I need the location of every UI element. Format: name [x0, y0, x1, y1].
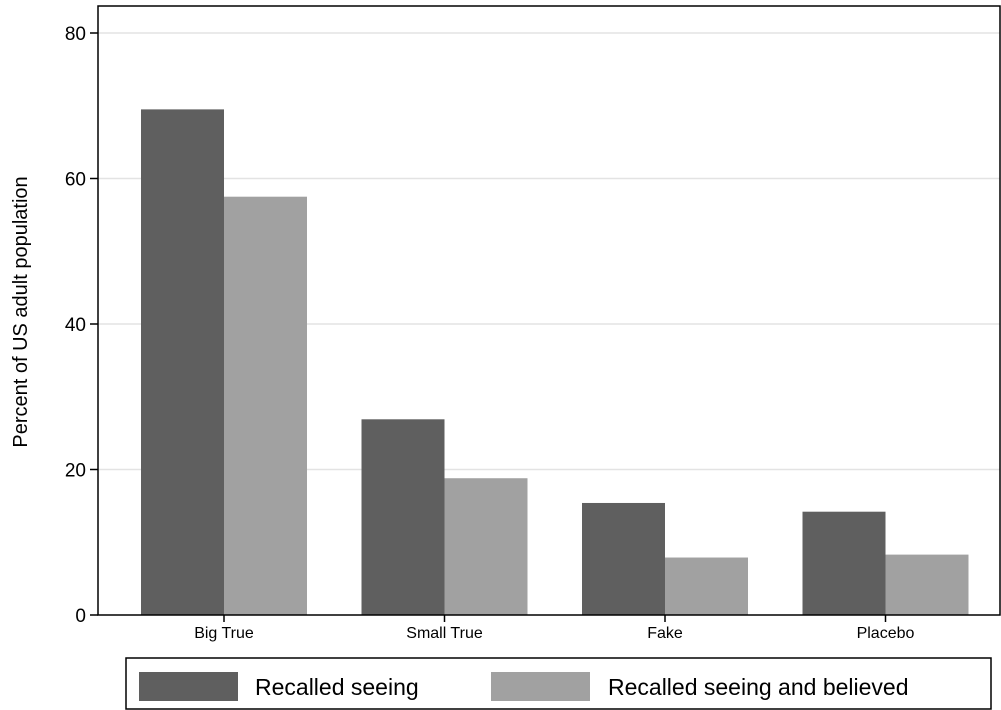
- x-tick-label: Fake: [647, 625, 683, 642]
- y-tick-label: 20: [65, 461, 86, 482]
- y-axis-ticks: 0 20 40 60 80: [65, 24, 98, 627]
- axes: [97, 5, 1001, 616]
- y-tick-label: 40: [65, 315, 86, 336]
- bar: [885, 554, 969, 615]
- bar: [224, 196, 307, 615]
- y-tick-label: 60: [65, 170, 86, 191]
- x-tick-label: Small True: [406, 625, 483, 642]
- y-tick-label: 0: [75, 606, 86, 627]
- legend-label: Recalled seeing: [255, 674, 419, 700]
- bar: [802, 511, 886, 615]
- legend: Recalled seeing Recalled seeing and belie…: [125, 657, 992, 710]
- x-tick-label: Big True: [194, 625, 254, 642]
- legend-frame: [125, 657, 992, 710]
- x-axis-labels: Big True Small True Fake Placebo: [194, 615, 915, 642]
- y-axis-title: Percent of US adult population: [10, 176, 32, 447]
- x-tick-label: Placebo: [857, 625, 915, 642]
- bars: [141, 109, 969, 615]
- legend-label: Recalled seeing and believed: [608, 674, 909, 700]
- bar: [141, 109, 224, 615]
- legend-swatch: [491, 672, 590, 701]
- bar: [361, 419, 445, 615]
- y-tick-label: 80: [65, 24, 86, 45]
- bar: [582, 502, 665, 615]
- plot-frame: [97, 5, 1001, 616]
- bar: [444, 478, 528, 615]
- legend-swatch: [139, 672, 238, 701]
- bar: [665, 557, 748, 615]
